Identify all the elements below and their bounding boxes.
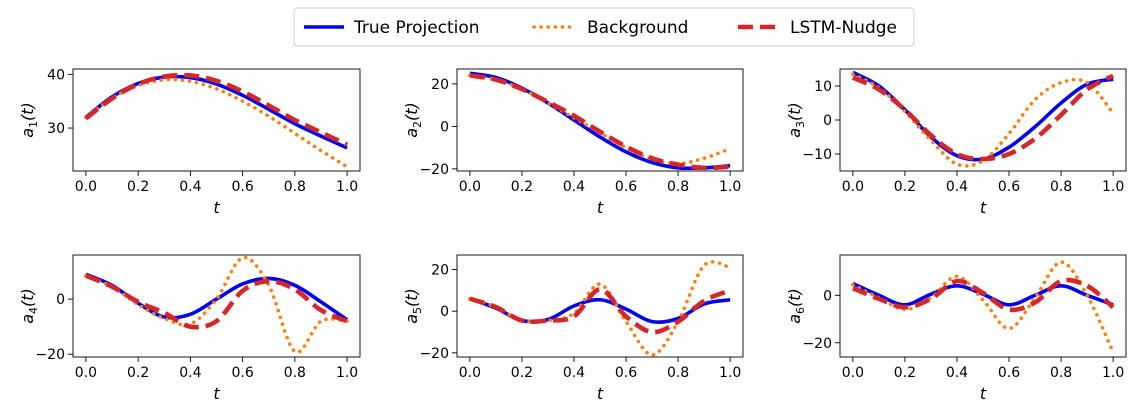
- x-tick-label: 0.2: [511, 179, 533, 195]
- legend: True Projection Background LSTM-Nudge: [293, 7, 915, 47]
- y-axis-label-a6: a6(t): [785, 288, 807, 324]
- x-tick-label: 0.8: [1050, 365, 1072, 381]
- series-line-true-projection-a3: [852, 70, 1114, 162]
- legend-label-true-projection: True Projection: [353, 18, 480, 38]
- y-tick-label: −20: [35, 347, 65, 363]
- y-axis-label-a3: a3(t): [785, 102, 807, 138]
- x-tick-label: 0.4: [946, 365, 968, 381]
- x-tick-label: 1.0: [719, 365, 741, 381]
- x-tick-label: 0.6: [998, 365, 1020, 381]
- x-tick-label: 0.2: [127, 365, 149, 381]
- x-tick-label: 1.0: [336, 365, 358, 381]
- x-tick-label: 0.2: [127, 179, 149, 195]
- x-tick-label: 0.8: [284, 179, 306, 195]
- x-tick-label: 0.0: [75, 179, 97, 195]
- x-tick-label: 0.4: [563, 179, 585, 195]
- y-tick-label: 20: [431, 77, 449, 93]
- x-axis-label-a3: t: [980, 198, 987, 217]
- y-tick-label: 10: [814, 79, 832, 95]
- subplot-a3: 0.0 0.2 0.4 0.6 0.8 1.0 −10 0 10 t a3(t): [785, 68, 1127, 217]
- series-line-true-projection-a5: [469, 297, 731, 324]
- subplot-a2: 0.0 0.2 0.4 0.6 0.8 1.0 −20 0 20 t a2(t): [402, 68, 744, 217]
- x-tick-label: 0.8: [284, 365, 306, 381]
- y-axis-label-a4: a4(t): [18, 288, 40, 324]
- series-line-lstm-nudge-a1: [84, 72, 349, 147]
- x-tick-label: 0.2: [511, 365, 533, 381]
- x-tick-label: 0.6: [615, 179, 637, 195]
- y-axis-label-a5: a5(t): [402, 288, 424, 324]
- y-tick-label: 20: [431, 263, 449, 279]
- x-tick-label: 1.0: [1102, 179, 1124, 195]
- x-tick-label: 0.0: [459, 365, 481, 381]
- series-line-background-a4: [84, 255, 349, 354]
- series-line-background-a3: [851, 72, 1115, 168]
- x-tick-label: 0.6: [615, 365, 637, 381]
- legend-frame: [293, 7, 915, 47]
- series-line-background-a5: [468, 260, 732, 357]
- series-line-lstm-nudge-a6: [851, 277, 1115, 313]
- subplot-grid: 0.0 0.2 0.4 0.6 0.8 1.0 30 40 t a1(t) 0.0 0.2 0.4 0.6…: [18, 67, 1127, 403]
- y-tick-label: −20: [419, 346, 449, 362]
- y-axis-label-a2: a2(t): [402, 102, 424, 138]
- series-line-background-a6: [851, 260, 1115, 355]
- y-tick-label: 0: [823, 288, 832, 304]
- plot-area-a1: [72, 68, 361, 172]
- legend-label-background: Background: [587, 18, 688, 38]
- y-tick-label: 0: [440, 304, 449, 320]
- y-tick-label: 0: [823, 113, 832, 129]
- series-line-lstm-nudge-a5: [469, 287, 731, 335]
- subplot-a6: 0.0 0.2 0.4 0.6 0.8 1.0 −20 0 t a6(t): [785, 254, 1127, 403]
- x-tick-label: 0.6: [231, 365, 253, 381]
- subplot-a4: 0.0 0.2 0.4 0.6 0.8 1.0 −20 0 t a4(t): [18, 254, 361, 403]
- x-tick-label: 0.8: [667, 179, 689, 195]
- x-tick-label: 0.6: [231, 179, 253, 195]
- y-tick-label: 0: [440, 119, 449, 135]
- y-tick-label: −10: [802, 147, 832, 163]
- plot-area-a3: [839, 68, 1127, 172]
- x-tick-label: 0.2: [894, 365, 916, 381]
- series-line-background-a2: [468, 73, 732, 166]
- x-tick-label: 0.0: [842, 179, 864, 195]
- y-tick-label: 30: [47, 121, 65, 137]
- x-axis-label-a1: t: [213, 198, 220, 217]
- x-tick-label: 0.0: [842, 365, 864, 381]
- y-tick-label: 40: [47, 67, 65, 83]
- x-tick-label: 1.0: [336, 179, 358, 195]
- plot-area-a5: [456, 254, 744, 358]
- y-tick-label: 0: [56, 292, 65, 308]
- series-line-lstm-nudge-a4: [85, 273, 348, 330]
- y-tick-label: −20: [419, 162, 449, 178]
- x-tick-label: 0.4: [563, 365, 585, 381]
- subplot-a5: 0.0 0.2 0.4 0.6 0.8 1.0 −20 0 20 t a5(t): [402, 254, 744, 403]
- plot-area-a2: [456, 68, 744, 172]
- subplot-a1: 0.0 0.2 0.4 0.6 0.8 1.0 30 40 t a1(t): [18, 67, 361, 217]
- x-tick-label: 0.6: [998, 179, 1020, 195]
- y-tick-label: −20: [802, 336, 832, 352]
- series-line-lstm-nudge-a3: [851, 73, 1115, 162]
- x-tick-label: 0.0: [75, 365, 97, 381]
- series-line-true-projection-a2: [469, 71, 731, 171]
- x-tick-label: 0.4: [179, 365, 201, 381]
- x-axis-label-a5: t: [597, 384, 604, 403]
- y-axis-label-a1: a1(t): [18, 102, 40, 138]
- x-tick-label: 0.4: [946, 179, 968, 195]
- legend-label-lstm-nudge: LSTM-Nudge: [790, 18, 897, 38]
- series-line-background-a1: [84, 77, 349, 169]
- x-tick-label: 0.4: [179, 179, 201, 195]
- plot-area-a4: [72, 254, 361, 358]
- x-axis-label-a4: t: [213, 384, 220, 403]
- x-tick-label: 0.8: [1050, 179, 1072, 195]
- x-tick-label: 0.2: [894, 179, 916, 195]
- plot-area-a6: [839, 254, 1127, 358]
- x-tick-label: 1.0: [719, 179, 741, 195]
- x-tick-label: 0.8: [667, 365, 689, 381]
- x-tick-label: 0.0: [459, 179, 481, 195]
- x-axis-label-a6: t: [980, 384, 987, 403]
- x-tick-label: 1.0: [1102, 365, 1124, 381]
- x-axis-label-a2: t: [597, 198, 604, 217]
- series-line-lstm-nudge-a2: [469, 73, 731, 171]
